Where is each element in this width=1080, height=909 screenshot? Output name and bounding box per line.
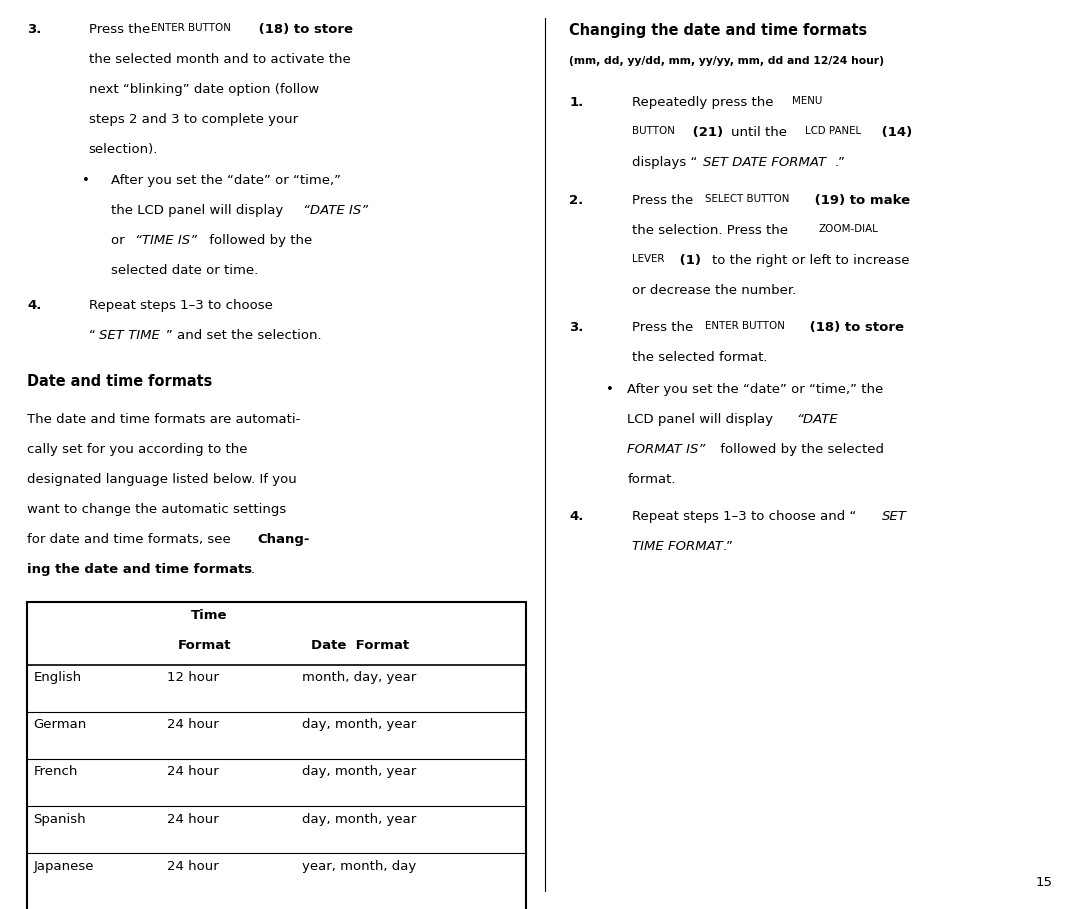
Text: 4.: 4.: [569, 510, 583, 524]
Text: LCD PANEL: LCD PANEL: [805, 126, 861, 136]
Text: year, month, day: year, month, day: [302, 860, 417, 873]
Text: •: •: [82, 175, 90, 187]
Text: format.: format.: [627, 473, 676, 485]
Text: day, month, year: day, month, year: [302, 765, 417, 778]
Text: the LCD panel will display: the LCD panel will display: [111, 205, 287, 217]
Text: LEVER: LEVER: [632, 254, 664, 264]
Text: 24 hour: 24 hour: [167, 765, 219, 778]
Text: SET: SET: [882, 510, 907, 524]
Text: selected date or time.: selected date or time.: [111, 265, 258, 277]
Text: “: “: [89, 329, 95, 342]
Text: “DATE: “DATE: [796, 413, 838, 425]
Text: designated language listed below. If you: designated language listed below. If you: [27, 473, 297, 485]
Text: 24 hour: 24 hour: [167, 860, 219, 873]
Text: want to change the automatic settings: want to change the automatic settings: [27, 503, 286, 515]
Text: ENTER BUTTON: ENTER BUTTON: [705, 321, 785, 331]
Text: 12 hour: 12 hour: [167, 671, 219, 684]
Text: ing the date and time formats: ing the date and time formats: [27, 563, 252, 575]
Text: 15: 15: [1036, 876, 1053, 889]
Text: 24 hour: 24 hour: [167, 813, 219, 825]
Text: French: French: [33, 765, 78, 778]
Text: the selected format.: the selected format.: [632, 351, 767, 365]
Text: MENU: MENU: [792, 96, 822, 106]
Text: (18) to store: (18) to store: [254, 23, 353, 35]
Text: (1): (1): [675, 254, 705, 266]
Text: SET TIME: SET TIME: [99, 329, 160, 342]
Text: Changing the date and time formats: Changing the date and time formats: [569, 23, 867, 38]
Text: followed by the selected: followed by the selected: [716, 443, 885, 455]
Text: “TIME IS”: “TIME IS”: [135, 235, 197, 247]
Text: until the: until the: [731, 126, 792, 139]
Text: 4.: 4.: [27, 299, 41, 312]
Text: or: or: [111, 235, 130, 247]
Text: Repeatedly press the: Repeatedly press the: [632, 96, 778, 109]
Text: English: English: [33, 671, 82, 684]
Text: After you set the “date” or “time,”: After you set the “date” or “time,”: [111, 175, 341, 187]
Text: FORMAT IS”: FORMAT IS”: [627, 443, 705, 455]
Text: Spanish: Spanish: [33, 813, 86, 825]
Text: Press the: Press the: [632, 194, 698, 206]
Text: BUTTON: BUTTON: [632, 126, 675, 136]
Text: month, day, year: month, day, year: [302, 671, 417, 684]
Text: 3.: 3.: [569, 321, 583, 335]
Text: to the right or left to increase: to the right or left to increase: [712, 254, 909, 266]
Text: Chang-: Chang-: [257, 533, 310, 545]
Text: Date and time formats: Date and time formats: [27, 374, 213, 389]
Text: cally set for you according to the: cally set for you according to the: [27, 443, 247, 455]
Text: the selected month and to activate the: the selected month and to activate the: [89, 53, 350, 65]
Text: or decrease the number.: or decrease the number.: [632, 284, 796, 296]
Text: German: German: [33, 718, 86, 731]
Text: Press the: Press the: [89, 23, 154, 35]
Text: Repeat steps 1–3 to choose: Repeat steps 1–3 to choose: [89, 299, 272, 312]
Text: (19) to make: (19) to make: [810, 194, 910, 206]
Text: Date  Format: Date Format: [311, 639, 409, 652]
Bar: [27, 602, 526, 909]
Text: (14): (14): [877, 126, 913, 139]
Text: ENTER BUTTON: ENTER BUTTON: [151, 23, 231, 33]
Text: ZOOM-DIAL: ZOOM-DIAL: [819, 224, 878, 234]
Text: “DATE IS”: “DATE IS”: [303, 205, 368, 217]
Text: SELECT BUTTON: SELECT BUTTON: [705, 194, 789, 204]
Text: (18) to store: (18) to store: [805, 321, 904, 335]
Text: .”: .”: [723, 540, 733, 554]
Text: Japanese: Japanese: [33, 860, 94, 873]
Text: 2.: 2.: [569, 194, 583, 206]
Text: SET DATE FORMAT: SET DATE FORMAT: [703, 156, 826, 169]
Text: LCD panel will display: LCD panel will display: [627, 413, 778, 425]
Text: the selection. Press the: the selection. Press the: [632, 224, 792, 236]
Text: TIME FORMAT: TIME FORMAT: [632, 540, 723, 554]
Text: (21): (21): [688, 126, 728, 139]
Text: 24 hour: 24 hour: [167, 718, 219, 731]
Text: displays “: displays “: [632, 156, 698, 169]
Text: day, month, year: day, month, year: [302, 718, 417, 731]
Text: Format: Format: [178, 639, 232, 652]
Text: .”: .”: [835, 156, 846, 169]
Text: 1.: 1.: [569, 96, 583, 109]
Text: ” and set the selection.: ” and set the selection.: [166, 329, 322, 342]
Text: 3.: 3.: [27, 23, 41, 35]
Text: followed by the: followed by the: [205, 235, 312, 247]
Text: After you set the “date” or “time,” the: After you set the “date” or “time,” the: [627, 383, 883, 395]
Text: selection).: selection).: [89, 143, 158, 155]
Text: for date and time formats, see: for date and time formats, see: [27, 533, 235, 545]
Text: Repeat steps 1–3 to choose and “: Repeat steps 1–3 to choose and “: [632, 510, 856, 524]
Text: next “blinking” date option (follow: next “blinking” date option (follow: [89, 83, 319, 95]
Text: Time: Time: [191, 609, 228, 622]
Text: .: .: [251, 563, 255, 575]
Text: day, month, year: day, month, year: [302, 813, 417, 825]
Text: (mm, dd, yy/dd, mm, yy/yy, mm, dd and 12/24 hour): (mm, dd, yy/dd, mm, yy/yy, mm, dd and 12…: [569, 55, 885, 65]
Text: The date and time formats are automati-: The date and time formats are automati-: [27, 413, 300, 425]
Text: •: •: [606, 383, 613, 395]
Text: steps 2 and 3 to complete your: steps 2 and 3 to complete your: [89, 113, 298, 125]
Text: Press the: Press the: [632, 321, 698, 335]
